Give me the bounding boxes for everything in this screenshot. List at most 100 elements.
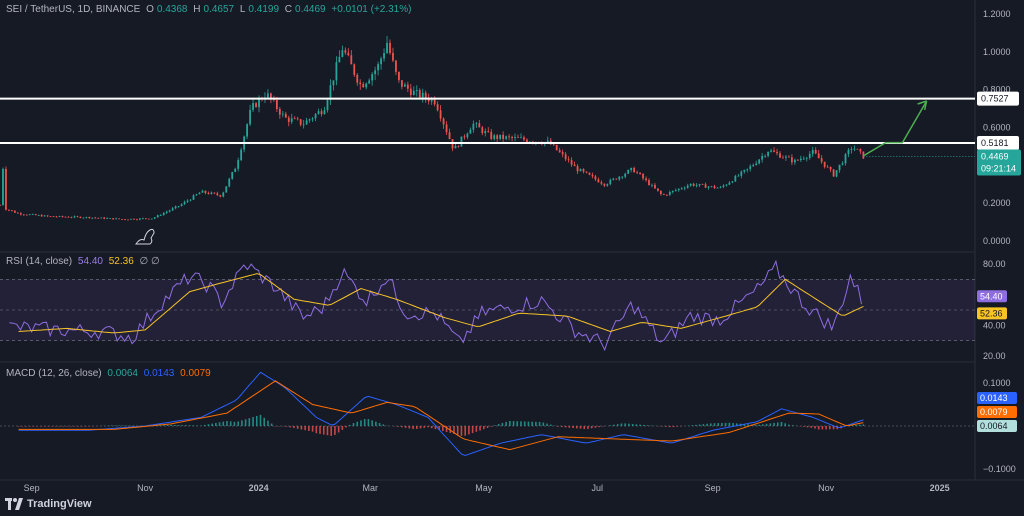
candle-body — [695, 185, 698, 186]
macd-histogram-bar — [32, 426, 35, 427]
close-label: C — [284, 4, 293, 15]
candle-body — [189, 199, 192, 201]
candle-body — [308, 119, 311, 121]
candle-body — [85, 216, 88, 218]
macd-histogram-bar — [442, 426, 444, 432]
macd-histogram-bar — [419, 426, 422, 429]
macd-histogram-bar — [304, 426, 306, 431]
candle-body — [853, 148, 856, 150]
rsi-legend: RSI (14, close) 54.40 52.36 ∅ ∅ — [6, 256, 163, 267]
macd-histogram-bar — [788, 424, 790, 426]
macd-histogram-bar — [401, 426, 403, 428]
candle-body — [353, 64, 356, 75]
macd-line — [18, 371, 864, 457]
last-price-tag — [977, 149, 1021, 176]
price-tick-label: 0.8000 — [983, 85, 1011, 95]
macd-histogram-bar — [36, 426, 39, 427]
candle-body — [61, 216, 64, 217]
candle-body — [278, 109, 281, 115]
macd-histogram-bar — [229, 421, 232, 426]
x-tick-label: Jul — [592, 483, 604, 493]
candle-body — [844, 154, 847, 164]
candle-body — [377, 64, 379, 71]
macd-histogram-bar — [337, 426, 340, 433]
candle-body — [770, 150, 772, 152]
candle-body — [505, 136, 508, 139]
tradingview-brand[interactable]: TradingView — [5, 498, 92, 510]
candle-body — [210, 192, 213, 194]
candle-body — [743, 169, 746, 172]
candle-body — [168, 210, 171, 212]
macd-histogram-bar — [415, 426, 418, 429]
candle-body — [371, 74, 374, 81]
candle-body — [630, 167, 633, 170]
candle-body — [719, 186, 722, 188]
candle-body — [389, 42, 391, 54]
candle-body — [508, 136, 510, 138]
candle-body — [201, 190, 204, 193]
candle-body — [296, 118, 299, 120]
candle-body — [683, 187, 686, 189]
macd-histogram-bar — [356, 421, 359, 426]
macd-histogram-bar — [765, 423, 768, 426]
macd-histogram-bar — [709, 423, 712, 426]
candle-body — [490, 131, 493, 139]
macd-histogram-bar — [579, 426, 582, 429]
candle-body — [776, 151, 778, 154]
x-tick-label: Nov — [818, 483, 835, 493]
macd-histogram-bar — [702, 424, 705, 426]
macd-histogram-bar — [345, 426, 347, 428]
candle-body — [284, 113, 287, 118]
macd-value-tag-label: 0.0143 — [980, 393, 1008, 403]
candle-body — [177, 206, 180, 207]
macd-histogram-bar — [215, 422, 217, 426]
candle-body — [359, 82, 362, 85]
candle-body — [668, 191, 671, 195]
macd-histogram-bar — [717, 423, 720, 426]
candle-body — [326, 100, 329, 111]
macd-histogram-bar — [330, 426, 333, 436]
candle-body — [49, 216, 52, 217]
candle-body — [415, 90, 418, 91]
candle-body — [237, 160, 240, 169]
macd-histogram-bar — [851, 425, 853, 426]
candle-body — [496, 135, 499, 139]
candle-body — [814, 149, 817, 154]
candle-body — [204, 190, 207, 193]
candle-body — [430, 98, 433, 102]
candle-body — [677, 188, 680, 191]
candle-body — [368, 80, 371, 84]
macd-histogram-bar — [285, 426, 288, 427]
candle-body — [314, 114, 317, 119]
candle-body — [686, 185, 689, 188]
macd-histogram-bar — [382, 424, 385, 426]
candle-body — [386, 42, 388, 54]
candle-body — [847, 149, 850, 155]
candle-body — [383, 53, 385, 59]
macd-value-tag-label: 0.0064 — [980, 421, 1008, 431]
macd-histogram-bar — [832, 426, 835, 430]
candle-body — [481, 127, 484, 134]
macd-histogram-bar — [624, 423, 626, 426]
candle-body — [401, 80, 403, 87]
change-value: +0.0101 (+2.31%) — [331, 4, 412, 15]
candle-body — [37, 215, 40, 216]
open-value: 0.4368 — [156, 4, 188, 15]
candle-body — [100, 217, 103, 219]
macd-histogram-bar — [237, 421, 239, 426]
macd-histogram-bar — [810, 426, 813, 428]
macd-histogram-bar — [28, 426, 31, 427]
candle-body — [633, 167, 636, 173]
macd-histogram-bar — [736, 423, 738, 426]
candle-body — [281, 113, 284, 115]
candle-body — [8, 209, 10, 211]
macd-histogram-bar — [308, 426, 310, 431]
candle-body — [594, 176, 597, 180]
macd-histogram-bar — [631, 423, 634, 426]
candle-body — [118, 218, 120, 220]
macd-histogram-bar — [613, 424, 615, 426]
macd-histogram-bar — [188, 425, 191, 426]
candle-body — [520, 137, 522, 139]
candle-body — [424, 92, 427, 99]
